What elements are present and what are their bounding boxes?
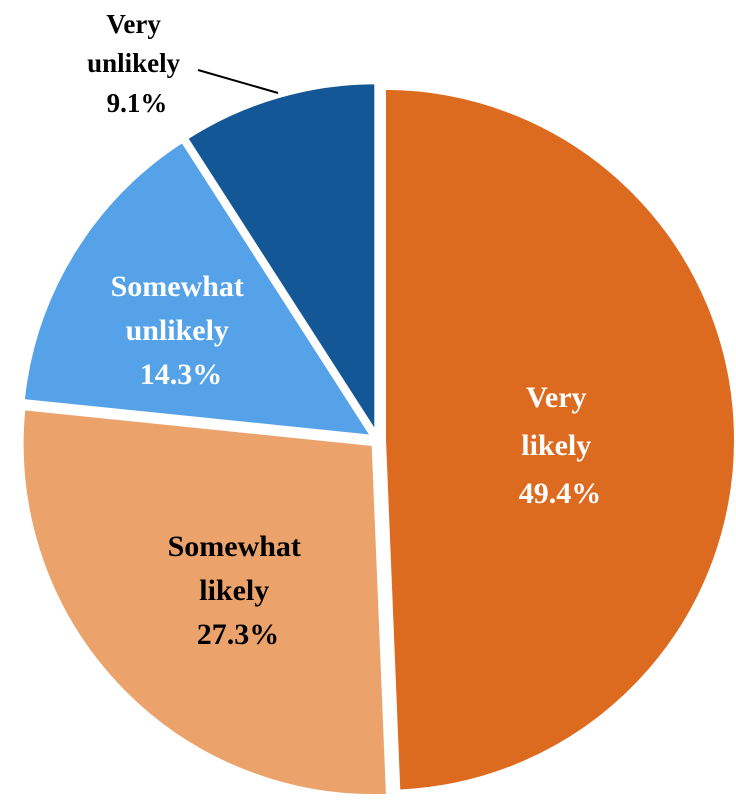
slice-labels: Very likely 49.4% Somewhat likely 27.3% … (87, 9, 601, 651)
label-somewhat-unlikely: Somewhat unlikely 14.3% (111, 270, 252, 391)
pie-slices (19, 80, 736, 799)
slice-somewhat-unlikely (20, 137, 377, 440)
label-very-unlikely: Very unlikely 9.1% (87, 9, 187, 118)
leader-line-very-unlikely (197, 69, 279, 94)
label-very-likely: Very likely 49.4% (519, 381, 602, 510)
label-somewhat-likely: Somewhat likely 27.3% (168, 530, 309, 651)
slice-somewhat-likely (19, 406, 391, 799)
slice-very-unlikely (183, 80, 379, 442)
